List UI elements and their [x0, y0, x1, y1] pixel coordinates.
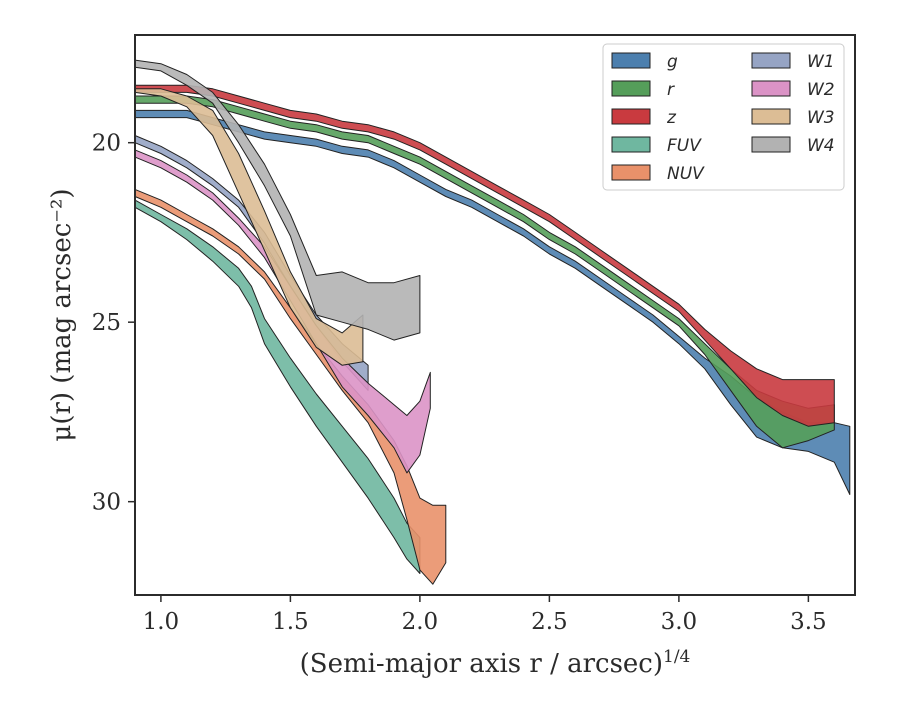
x-tick-label: 3.5 [790, 609, 827, 635]
legend-swatch-z [611, 108, 651, 125]
legend-swatch-r [611, 80, 651, 97]
legend-swatch-nuv [611, 164, 651, 181]
x-tick-label: 1.5 [272, 609, 309, 635]
legend-label-z: z [666, 108, 677, 128]
axis-ticks: 1.0 1.5 2.0 2.5 3.0 3.5 20 25 30 [92, 131, 827, 635]
series-bands [134, 59, 851, 585]
legend-label-w1: W1 [807, 52, 835, 72]
legend: grz FUV NUV W1 W2 W3 W4 [602, 43, 845, 191]
series-band-w3 [134, 88, 364, 366]
legend-swatch-w1 [751, 52, 791, 69]
x-tick-label: 3.0 [661, 609, 698, 635]
legend-label-r: r [667, 80, 675, 100]
plot-frame [134, 34, 856, 596]
y-tick-label: 30 [92, 490, 121, 516]
series-band-w4 [134, 59, 421, 341]
legend-swatch-fuv [611, 136, 651, 153]
legend-label-w4: W4 [807, 136, 835, 156]
legend-label-w3: W3 [807, 108, 835, 128]
series-band-fuv [134, 199, 421, 574]
y-tick-label: 20 [92, 131, 121, 157]
series-band-r [134, 95, 835, 449]
series-band-z [134, 84, 835, 427]
series-band-w2 [134, 149, 431, 474]
x-tick-label: 2.0 [402, 609, 439, 635]
legend-label-fuv: FUV [667, 136, 702, 156]
x-axis-label: (Semi-major axis r / arcsec)1/4 [300, 647, 691, 679]
legend-swatch-g [611, 52, 651, 69]
legend-label-nuv: NUV [667, 164, 705, 184]
y-axis-label: μ(r) (mag arcsec⁻²) [47, 188, 77, 441]
x-tick-label: 1.0 [143, 609, 180, 635]
x-tick-label: 2.5 [531, 609, 568, 635]
legend-swatch-w4 [751, 136, 791, 153]
legend-label-g: g [667, 52, 678, 72]
series-band-nuv [134, 188, 447, 585]
legend-swatch-w2 [751, 80, 791, 97]
legend-swatch-w3 [751, 108, 791, 125]
y-tick-label: 25 [92, 310, 121, 336]
legend-label-w2: W2 [807, 80, 835, 100]
series-band-g [134, 109, 851, 495]
